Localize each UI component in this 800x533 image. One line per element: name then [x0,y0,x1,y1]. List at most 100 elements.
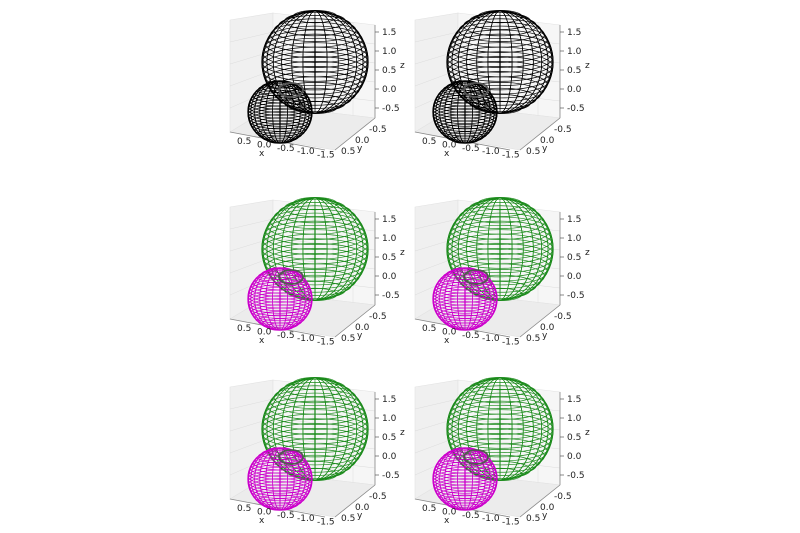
z-tick-label: -0.5 [382,291,400,301]
gridline [414,436,459,454]
gridline [414,417,459,432]
subplot-1: 1.51.00.50.0-0.5z0.5 0.0 -0.5 -1.0 -1.5x 0.50… [229,10,405,161]
gridline [229,436,274,454]
x-tick-label: 0.5 [422,137,436,147]
small-surface-outline [432,267,498,331]
gridline [457,69,561,83]
x-tick-label: 0.5 [237,324,251,334]
grid [229,382,376,483]
x-tick-label: -1.5 [502,151,520,161]
y-tick-label: -0.5 [369,492,387,502]
large-surface-meridian [499,377,501,481]
gridline [414,256,459,274]
z-tick-label: 1.5 [382,28,396,38]
y-axis-label: y [357,511,363,521]
gridline [457,31,561,45]
large-surface-outline [261,377,369,481]
gridline [414,398,459,410]
y-tick-label: 0.0 [540,503,555,513]
z-tick-label: -0.5 [382,471,400,481]
small-surface-outline [247,267,313,331]
z-axis-label: z [585,61,590,71]
large-surface-meridian [499,10,501,114]
gridline [229,256,274,274]
intersection-ring [278,269,304,285]
z-tick-label: 1.5 [567,395,581,405]
x-tick-label: -0.5 [462,331,480,341]
gridline [414,31,459,43]
y-tick-label: -0.5 [554,492,572,502]
z-tick-label: 1.0 [567,234,582,244]
gridline [272,31,376,45]
z-tick-label: 1.5 [382,395,396,405]
gridline [229,398,274,410]
y-tick-label: -0.5 [554,125,572,135]
gridline [229,69,274,87]
small-surface-outline [247,447,313,511]
y-axis-line [334,117,376,151]
large-surface [446,377,554,481]
z-axis-label: z [400,248,405,258]
small-surface [247,80,313,144]
y-tick-label: -0.5 [369,312,387,322]
small-surface-outline [247,80,313,144]
x-axis-label: x [444,149,450,159]
x-axis-label: x [444,336,450,346]
z-tick-label: 1.0 [382,414,397,424]
x-tick-label: -0.5 [277,144,295,154]
small-surface [247,447,313,511]
z-tick-label: 0.5 [567,253,581,263]
large-surface-outline [446,197,554,301]
large-surface [261,197,369,301]
gridline [229,218,274,230]
x-tick-label: -0.5 [462,511,480,521]
x-tick-label: 0.0 [257,140,272,150]
x-tick-label: 0.5 [422,504,436,514]
gridline [272,69,376,83]
y-tick-label: -0.5 [369,125,387,135]
y-tick-label: 0.0 [355,323,370,333]
y-axis-line [334,304,376,338]
subplot-6: 1.51.00.50.0-0.5z0.5 0.0 -0.5 -1.0 -1.5x 0.50… [414,377,590,528]
y-tick-label: 0.5 [526,514,540,524]
subplot-2: 1.51.00.50.0-0.5z0.5 0.0 -0.5 -1.0 -1.5x 0.50… [414,10,590,161]
x-tick-label: -1.0 [297,514,315,524]
x-axis-label: x [259,336,265,346]
intersection-ring [463,449,489,465]
x-tick-label: -1.0 [297,334,315,344]
large-surface-meridian [314,10,316,114]
z-tick-label: 1.0 [382,47,397,57]
small-surface [432,267,498,331]
x-tick-label: -1.0 [482,147,500,157]
gridline [272,256,376,270]
x-axis-label: x [259,516,265,526]
large-surface [446,197,554,301]
z-axis-label: z [585,428,590,438]
y-axis-line [334,484,376,518]
z-tick-label: -0.5 [567,104,585,114]
large-surface-meridian [314,377,316,481]
y-axis-line [519,304,561,338]
large-surface-outline [446,10,554,114]
z-axis-label: z [585,248,590,258]
y-tick-label: 0.5 [526,334,540,344]
gridline [229,31,274,43]
y-axis-label: y [542,331,548,341]
z-tick-label: 0.0 [382,272,397,282]
gridline [457,218,561,232]
z-tick-label: 1.0 [382,234,397,244]
gridline [229,50,274,65]
z-tick-label: 0.5 [382,66,396,76]
large-surface [261,377,369,481]
large-surface [261,10,369,114]
x-axis-label: x [259,149,265,159]
z-tick-label: 1.5 [567,215,581,225]
large-surface-outline [261,197,369,301]
y-axis-line [519,117,561,151]
large-surface-meridian [314,197,316,301]
large-surface-meridian [499,197,501,301]
x-tick-label: 0.0 [257,327,272,337]
y-tick-label: -0.5 [554,312,572,322]
x-tick-label: 0.5 [237,504,251,514]
